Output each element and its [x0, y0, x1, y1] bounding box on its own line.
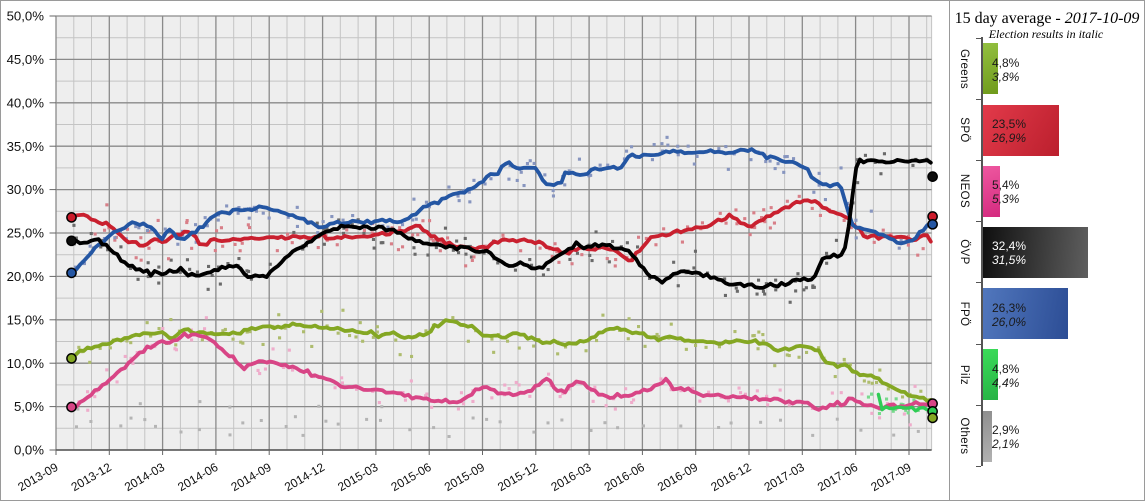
svg-text:35,0%: 35,0% [7, 139, 45, 154]
svg-text:2014-03: 2014-03 [122, 460, 167, 494]
svg-text:2016-09: 2016-09 [655, 460, 700, 494]
svg-text:40,0%: 40,0% [7, 95, 45, 110]
svg-text:2016-06: 2016-06 [602, 460, 647, 494]
svg-text:2013-09: 2013-09 [15, 460, 60, 494]
svg-text:5,0%: 5,0% [14, 399, 44, 414]
svg-text:15,0%: 15,0% [7, 312, 45, 327]
svg-text:2017-06: 2017-06 [815, 460, 860, 494]
svg-text:45,0%: 45,0% [7, 52, 45, 67]
svg-text:0,0%: 0,0% [14, 443, 44, 458]
svg-text:30,0%: 30,0% [7, 182, 45, 197]
svg-text:2014-09: 2014-09 [229, 460, 274, 494]
svg-text:2015-09: 2015-09 [442, 460, 487, 494]
svg-text:2015-06: 2015-06 [389, 460, 434, 494]
svg-text:2015-03: 2015-03 [335, 460, 380, 494]
svg-text:20,0%: 20,0% [7, 269, 45, 284]
svg-text:2013-12: 2013-12 [69, 460, 114, 494]
svg-text:2014-12: 2014-12 [282, 460, 327, 494]
svg-text:2015-12: 2015-12 [495, 460, 540, 494]
svg-text:10,0%: 10,0% [7, 356, 45, 371]
svg-text:2016-03: 2016-03 [548, 460, 593, 494]
svg-text:50,0%: 50,0% [7, 9, 45, 24]
svg-text:2014-06: 2014-06 [175, 460, 220, 494]
svg-text:2017-03: 2017-03 [762, 460, 807, 494]
svg-text:25,0%: 25,0% [7, 226, 45, 241]
svg-text:2016-12: 2016-12 [708, 460, 753, 494]
svg-text:2017-09: 2017-09 [868, 460, 913, 494]
